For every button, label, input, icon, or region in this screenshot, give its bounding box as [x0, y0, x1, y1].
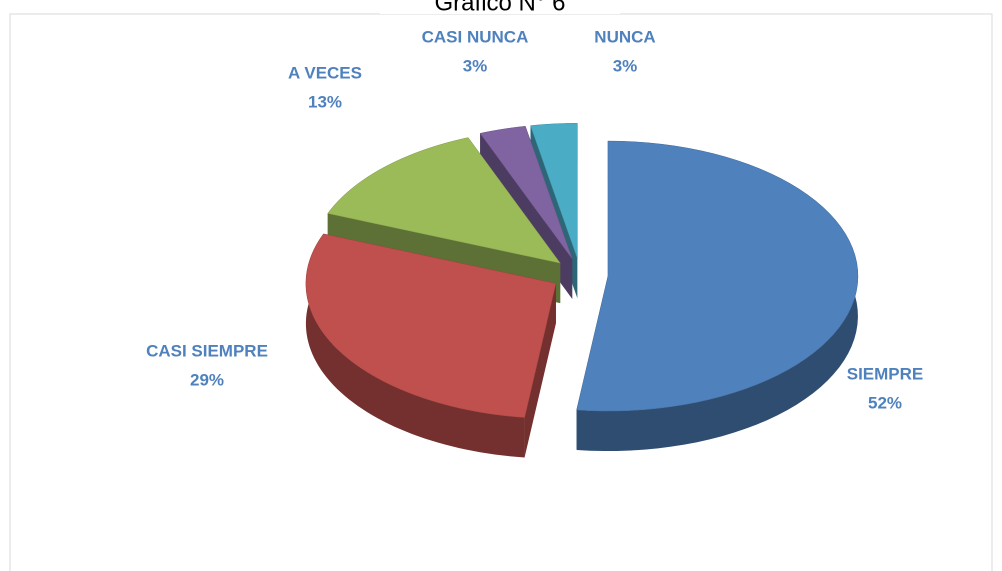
data-label: 3%	[613, 56, 638, 75]
data-label-category: A VECES	[288, 63, 362, 82]
slice-side	[305, 233, 525, 458]
data-label: 29%	[190, 370, 224, 389]
slice-side	[524, 283, 556, 458]
data-label-category: NUNCA	[594, 27, 655, 46]
pie-slice	[576, 140, 859, 412]
slice-group	[576, 140, 859, 452]
data-label: 52%	[868, 393, 902, 412]
data-label: 3%	[463, 56, 488, 75]
pie-slice	[305, 233, 557, 418]
data-label-category: SIEMPRE	[847, 364, 924, 383]
pie-slice	[327, 137, 561, 264]
data-label: 13%	[308, 92, 342, 111]
pie-slice	[530, 123, 578, 259]
title-backdrop	[380, 0, 620, 14]
data-label-category: CASI NUNCA	[422, 27, 529, 46]
pie-slice	[479, 125, 573, 260]
slice-group	[327, 137, 561, 304]
data-label-category: CASI SIEMPRE	[146, 341, 268, 360]
slice-group	[305, 233, 557, 458]
chart-title: Gráfico N° 6	[435, 0, 566, 16]
